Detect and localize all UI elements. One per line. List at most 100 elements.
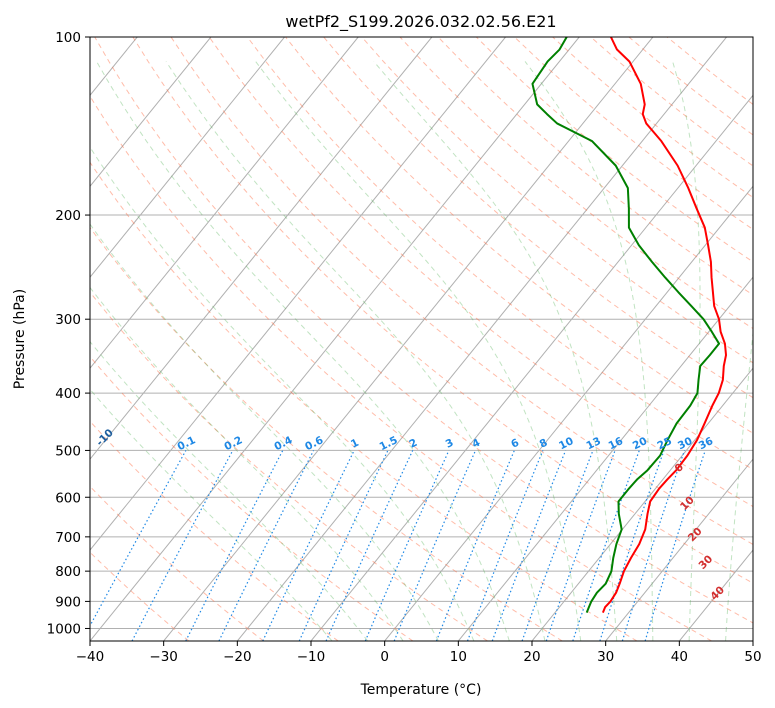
mixing-ratio-line — [435, 450, 515, 641]
isotherm-line — [90, 37, 285, 279]
x-axis-label: Temperature (°C) — [360, 682, 482, 698]
dry-adiabat-line — [246, 37, 753, 471]
mixing-ratio-line — [621, 450, 686, 641]
isotherm-line — [90, 37, 359, 369]
mixing-ratio-line — [364, 450, 450, 641]
mixing-ratio-line — [185, 450, 284, 641]
isotherm-line — [310, 94, 753, 641]
plot-frame — [89, 36, 754, 642]
y-tick-label: 500 — [55, 443, 81, 459]
isotherm-line — [90, 37, 212, 188]
isotherm-line — [0, 37, 64, 641]
mixing-ratio-label: 8 — [538, 437, 550, 451]
moist-adiabat-line — [255, 61, 582, 641]
dry-adiabat-line — [132, 37, 753, 584]
x-tick-label: 20 — [523, 649, 540, 665]
isotherm-line — [384, 185, 753, 641]
isotherm-line — [752, 640, 753, 641]
x-tick-label: 0 — [380, 649, 389, 665]
mixing-ratio-label: 3 — [444, 437, 456, 451]
x-tick-label: −10 — [297, 649, 326, 665]
y-tick-label: 600 — [55, 490, 81, 506]
mixing-ratio-lines — [90, 450, 706, 641]
x-tick-label: 30 — [597, 649, 614, 665]
mixing-ratio-line — [466, 450, 544, 641]
mixing-ratio-label: 16 — [607, 435, 625, 452]
dry-adiabats — [90, 37, 753, 641]
mixing-ratio-label: 2 — [407, 437, 419, 451]
mixing-ratio-line — [599, 450, 665, 641]
mixing-ratio-line — [644, 450, 706, 641]
dry-adiabat-label: -20 — [6, 393, 28, 415]
x-tick-label: −40 — [76, 649, 105, 665]
y-tick-label: 400 — [55, 386, 81, 402]
mixing-ratio-line — [491, 450, 567, 641]
moist-adiabat-line — [165, 61, 546, 641]
moist-adiabats — [90, 61, 753, 641]
y-tick-label: 100 — [55, 30, 81, 46]
x-tick-label: 40 — [671, 649, 688, 665]
isotherm-line — [90, 37, 433, 460]
isotherm-line — [90, 37, 506, 551]
x-tick-label: −30 — [149, 649, 178, 665]
dry-adiabat-line — [208, 37, 753, 508]
mixing-ratio-line — [218, 450, 315, 641]
y-tick-label: 1000 — [47, 621, 81, 637]
temperature-profile-line — [601, 37, 728, 613]
y-tick-label: 300 — [55, 312, 81, 328]
dry-adiabat-line — [90, 355, 414, 641]
mixing-ratio-line — [325, 450, 414, 641]
mixing-ratio-label: 13 — [584, 435, 602, 452]
y-tick-label: 900 — [55, 594, 81, 610]
y-tick-label: 700 — [55, 530, 81, 546]
moist-adiabat-line — [90, 223, 439, 641]
isotherm-line — [90, 37, 580, 641]
mixing-ratio-label: 30 — [676, 435, 694, 452]
dry-adiabat-line — [361, 37, 753, 364]
mixing-ratio-label: 20 — [631, 435, 649, 452]
grid-lines — [0, 37, 753, 641]
axes: −40 −30 −20 −10 0 10 20 30 40 50 100 200 300 400 500 60… — [47, 30, 762, 665]
mixing-ratio-label: 1 — [349, 437, 361, 451]
y-tick-label: 800 — [55, 564, 81, 580]
dry-adiabat-line — [94, 37, 753, 624]
mixing-ratio-line — [545, 450, 616, 641]
isotherm-line — [236, 37, 727, 641]
moist-adiabat-line — [373, 61, 618, 641]
isotherm-line — [531, 367, 753, 641]
dry-adiabat-line — [90, 95, 712, 641]
dry-adiabat-line — [90, 551, 190, 641]
moist-adiabat-line — [96, 61, 510, 641]
dry-adiabat-line — [90, 291, 488, 641]
moist-adiabat-line — [90, 388, 333, 641]
x-tick-label: 50 — [744, 649, 761, 665]
sounding-profiles — [531, 37, 728, 613]
dry-adiabat-line — [323, 37, 753, 399]
isotherm-line — [605, 458, 753, 641]
mixing-ratio-line — [90, 450, 187, 628]
plot-background — [90, 37, 753, 641]
dry-adiabat-line — [90, 485, 264, 641]
chart-title: wetPf2_S199.2026.032.02.56.E21 — [285, 12, 556, 32]
dewpoint-profile-line — [531, 37, 721, 613]
y-tick-label: 200 — [55, 208, 81, 224]
mixing-ratio-line — [393, 450, 477, 641]
mixing-ratio-label: 36 — [697, 435, 715, 452]
mixing-ratio-label: 10 — [557, 435, 575, 452]
plot-area: 0.10.20.40.611.52346810131620253036-100-… — [0, 37, 753, 641]
dry-adiabat-line — [437, 37, 753, 296]
mixing-ratio-label: 6 — [509, 437, 521, 451]
dry-adiabat-line — [170, 37, 753, 546]
x-tick-label: 10 — [450, 649, 467, 665]
moist-adiabat-line — [90, 340, 369, 641]
mixing-ratio-line — [131, 450, 234, 641]
isotherm-line — [457, 276, 753, 641]
isotherm-line — [163, 37, 654, 641]
mixing-ratio-label: 25 — [655, 435, 673, 452]
y-axis-label: Pressure (hPa) — [12, 289, 28, 389]
x-tick-label: −20 — [223, 649, 252, 665]
moist-adiabat-line — [90, 146, 475, 641]
mixing-ratio-line — [572, 450, 640, 641]
mixing-ratio-label: 4 — [470, 437, 482, 451]
